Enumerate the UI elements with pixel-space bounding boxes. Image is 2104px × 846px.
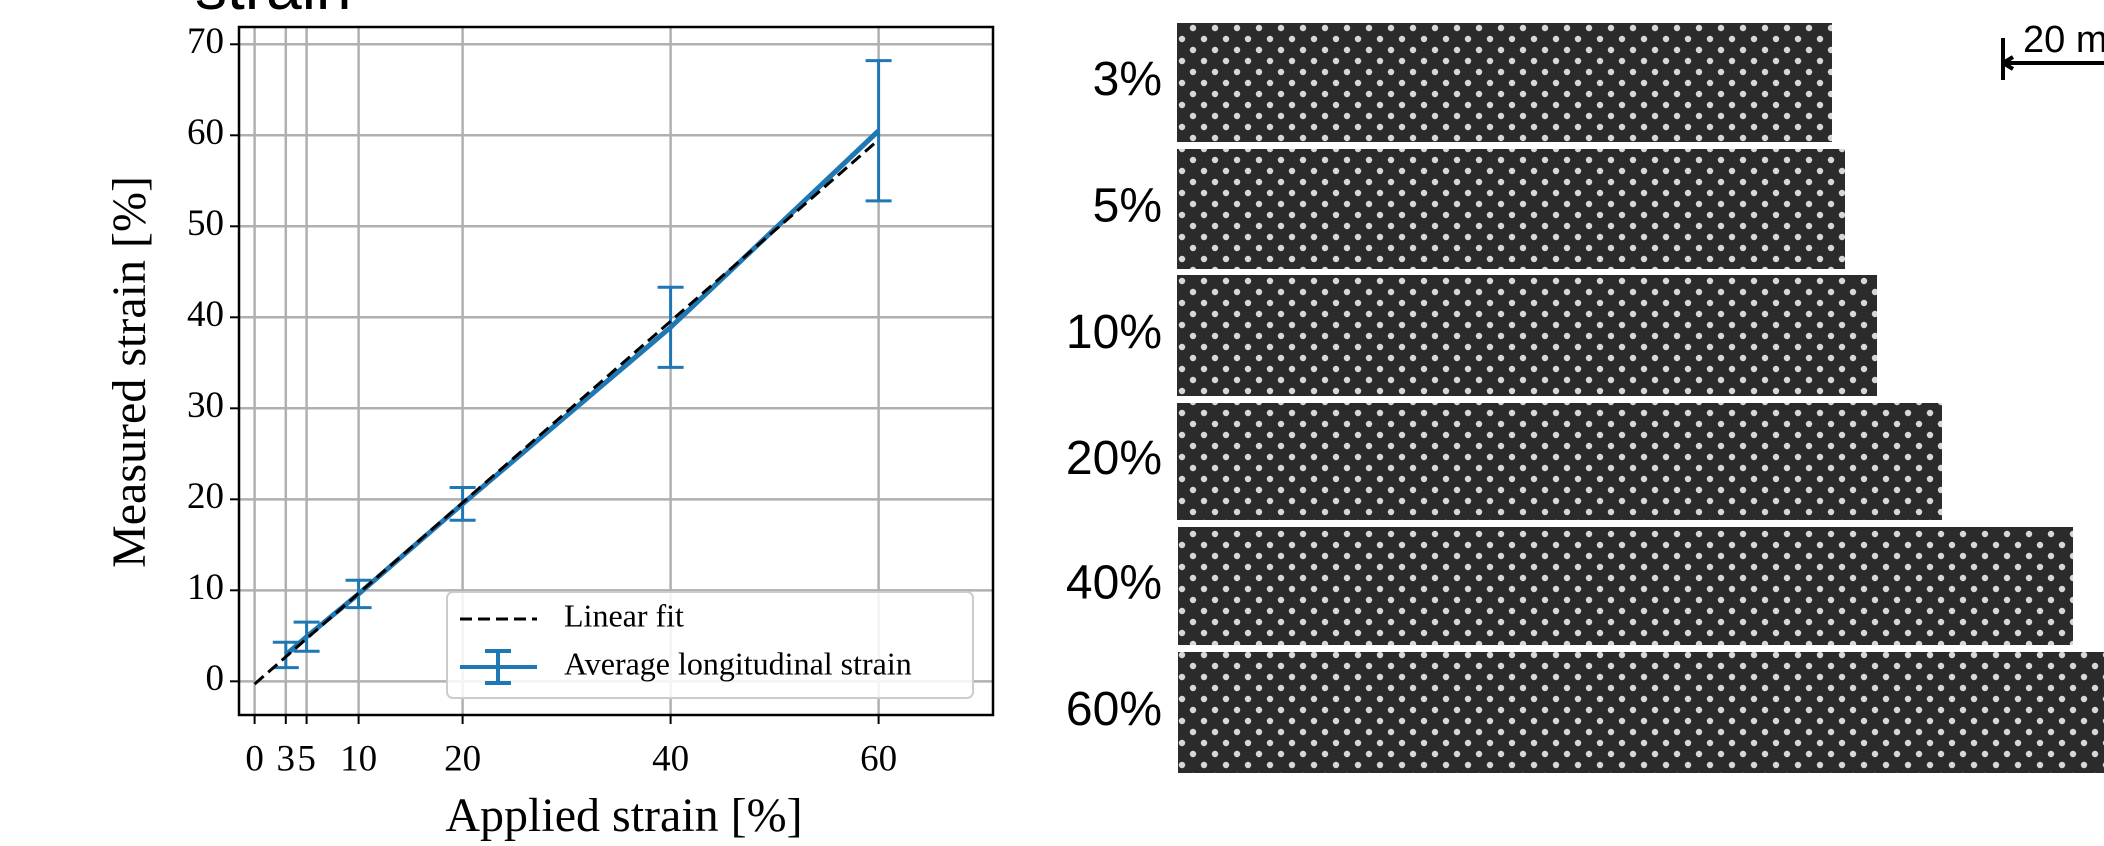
strip-label: 60% xyxy=(1066,683,1162,736)
strip-panel: 3% 5% 10% 20% 40% 60% 20 m xyxy=(1066,19,2104,773)
chart-title: strain xyxy=(195,0,352,23)
x-tick-label: 20 xyxy=(444,738,481,779)
x-tick-label: 5 xyxy=(297,738,316,779)
y-tick-label: 70 xyxy=(187,21,224,62)
plot-frame xyxy=(237,25,995,717)
legend: Linear fit Average longitudinal strain xyxy=(446,591,974,699)
x-tick-label: 0 xyxy=(245,738,264,779)
strain-strip-image xyxy=(1177,403,1942,520)
strip-label: 10% xyxy=(1066,306,1162,359)
x-tick-label: 40 xyxy=(652,738,689,779)
legend-label: Linear fit xyxy=(564,597,684,633)
y-tick-label: 40 xyxy=(187,294,224,335)
x-tick-label: 3 xyxy=(277,738,296,779)
y-tick-label: 20 xyxy=(187,476,224,517)
scale-bar xyxy=(2001,38,2104,80)
y-tick-label: 30 xyxy=(187,385,224,426)
y-tick-label: 0 xyxy=(206,658,225,699)
x-axis-label: Applied strain [%] xyxy=(445,789,802,842)
y-axis-label: Measured strain [%] xyxy=(103,176,156,568)
legend-label: Average longitudinal strain xyxy=(564,645,912,681)
error-bar xyxy=(657,285,684,369)
legend-handle xyxy=(460,649,537,685)
strain-strip-image xyxy=(1177,23,1832,142)
strip-label: 20% xyxy=(1066,432,1162,485)
scale-bar-label: 20 m xyxy=(2023,19,2104,61)
y-tick-label: 10 xyxy=(187,567,224,608)
strip-label: 3% xyxy=(1093,53,1162,106)
x-tick-label: 60 xyxy=(860,738,897,779)
y-tick-label: 60 xyxy=(187,112,224,153)
y-tick-label: 50 xyxy=(187,203,224,244)
x-tick-label: 10 xyxy=(340,738,377,779)
strain-strip-image xyxy=(1177,275,1877,396)
strain-strip-image xyxy=(1178,652,2104,773)
strip-label: 5% xyxy=(1093,180,1162,233)
error-bar xyxy=(293,620,320,653)
fit-line xyxy=(253,138,880,686)
strip-label: 40% xyxy=(1066,557,1162,610)
error-bar xyxy=(865,59,892,203)
legend-box xyxy=(446,591,974,699)
strain-strip-image xyxy=(1177,149,1845,269)
data-line xyxy=(284,128,881,657)
strain-strip-image xyxy=(1178,527,2073,645)
